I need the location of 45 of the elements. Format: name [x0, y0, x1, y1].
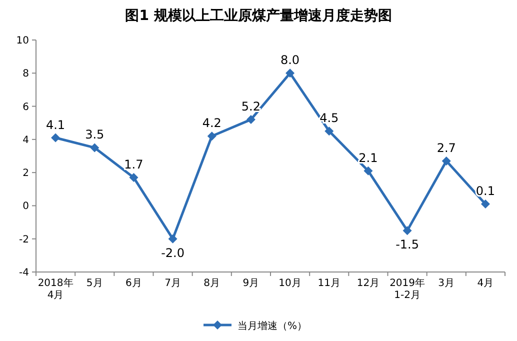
point	[442, 156, 451, 166]
y-tick-label: 8	[22, 68, 29, 80]
x-tick-label: 9月	[242, 278, 260, 290]
point	[364, 166, 373, 176]
data-label: 5.2	[241, 100, 261, 114]
point	[51, 133, 60, 142]
x-tick-label: 3月	[437, 278, 456, 290]
y-tick-label: 10	[16, 36, 29, 46]
y-tick-label: 2	[22, 168, 29, 180]
x-tick-label: 4月	[476, 278, 495, 290]
x-tick-label: 11月	[316, 278, 342, 290]
point	[168, 234, 178, 244]
point	[286, 68, 295, 78]
y-tick-label: 6	[22, 102, 29, 113]
data-label: 8.0	[280, 53, 300, 68]
point	[402, 226, 412, 236]
data-label: 2.1	[358, 150, 378, 165]
data-label: 3.5	[85, 128, 104, 142]
y-tick-label: -4	[19, 268, 29, 278]
x-tick-label: 7月	[164, 278, 182, 290]
y-tick-label: -2	[19, 234, 29, 246]
y-tick-label: 4	[22, 134, 29, 146]
x-tick-label: 2018年4月	[36, 278, 74, 302]
data-label: -1.5	[396, 238, 420, 252]
point	[90, 143, 100, 152]
point	[207, 132, 216, 141]
x-tick-label: 8月	[202, 278, 222, 290]
data-label: 2.7	[436, 140, 456, 155]
data-label: 4.2	[202, 116, 222, 130]
legend-label: 当月增速（%）	[238, 320, 308, 332]
x-tick-label: 12月	[356, 278, 381, 290]
data-label: -2.0	[161, 246, 185, 260]
x-tick-label: 2019年1-2月	[388, 278, 426, 302]
chart-title: 图1 规模以上工业原煤产量增速月度走势图	[125, 7, 392, 24]
data-label: 4.1	[46, 118, 66, 132]
point	[129, 173, 138, 182]
data-label: 1.7	[124, 158, 144, 172]
x-tick-label: 5月	[85, 278, 104, 290]
point	[324, 126, 334, 136]
x-tick-label: 10月	[278, 278, 302, 290]
y-tick-label: 0	[22, 201, 29, 212]
point	[480, 200, 490, 209]
x-tick-label: 6月	[124, 278, 143, 290]
point	[246, 115, 256, 124]
data-label: 0.1	[476, 184, 496, 198]
